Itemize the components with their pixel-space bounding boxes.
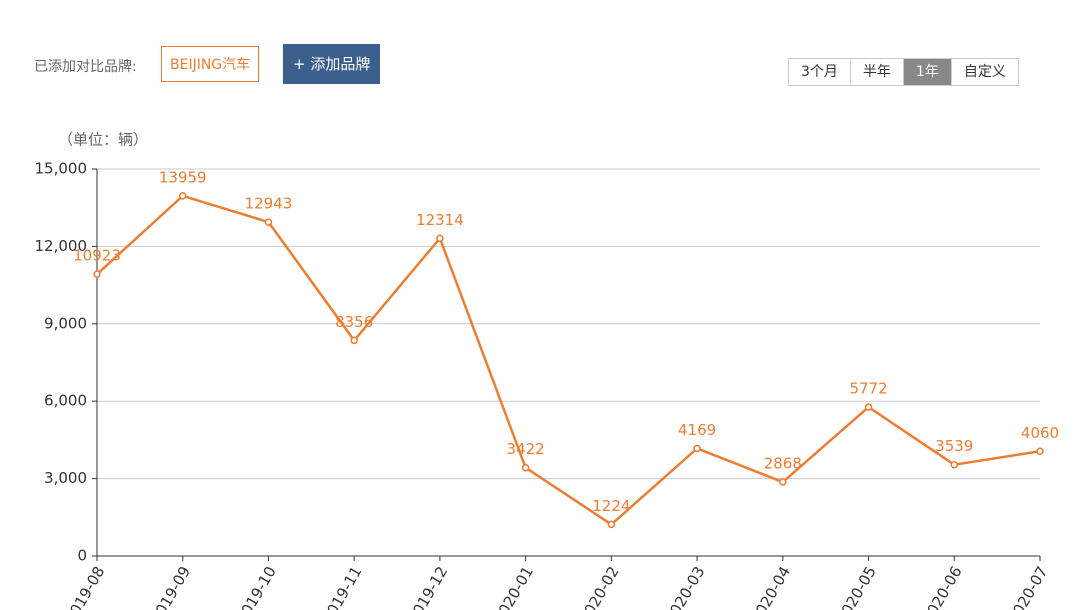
data-label: 3422 xyxy=(507,440,545,458)
data-label: 10923 xyxy=(73,247,121,265)
data-point xyxy=(93,270,101,278)
y-tick-label: 0 xyxy=(77,547,87,565)
x-tick-label: 2020-05 xyxy=(833,563,880,610)
y-axis-label: （单位：辆） xyxy=(58,131,148,149)
x-tick-label: 2020-03 xyxy=(662,563,709,610)
data-point xyxy=(1036,447,1044,456)
data-point xyxy=(264,218,273,226)
series-line xyxy=(96,194,1041,526)
data-label: 5772 xyxy=(849,380,887,398)
x-tick-label: 2020-07 xyxy=(1004,563,1051,610)
data-label: 4169 xyxy=(678,421,716,439)
range-button[interactable]: 3个月 xyxy=(789,59,850,85)
data-label: 2868 xyxy=(764,455,802,473)
brand-tag[interactable]: BEIJING汽车 xyxy=(161,46,260,82)
x-tick-label: 2019-09 xyxy=(147,563,194,610)
x-tick-label: 2019-12 xyxy=(404,563,451,610)
y-tick-label: 9,000 xyxy=(44,314,87,332)
x-tick-label: 2019-10 xyxy=(233,563,280,610)
data-point xyxy=(864,403,873,411)
range-selector: 3个月 半年 1年 自定义 xyxy=(788,58,1019,86)
x-tick-label: 2020-06 xyxy=(919,563,966,610)
data-point xyxy=(950,460,959,469)
data-point xyxy=(436,234,444,243)
data-point xyxy=(521,463,530,472)
data-label: 12314 xyxy=(416,211,464,229)
x-tick-label: 2020-01 xyxy=(490,563,537,610)
y-tick-label: 12,000 xyxy=(35,237,88,255)
y-tick-label: 15,000 xyxy=(35,160,88,178)
data-label: 1224 xyxy=(592,497,630,515)
data-point xyxy=(350,336,358,345)
x-tick-label: 2019-08 xyxy=(61,563,108,610)
data-label: 3539 xyxy=(935,437,973,455)
data-label: 12943 xyxy=(245,195,293,213)
data-label: 4060 xyxy=(1021,424,1059,442)
data-point xyxy=(178,192,187,200)
compare-label: 已添加对比品牌: xyxy=(34,59,137,75)
x-tick-label: 2020-04 xyxy=(747,563,794,610)
range-button[interactable]: 1年 xyxy=(902,59,951,85)
data-label: 8356 xyxy=(335,313,373,331)
data-point xyxy=(693,444,701,453)
data-point xyxy=(779,478,787,486)
x-tick-label: 2020-02 xyxy=(576,563,623,610)
y-tick-label: 6,000 xyxy=(44,392,87,410)
range-button[interactable]: 半年 xyxy=(849,59,903,85)
data-label: 13959 xyxy=(159,168,207,186)
y-tick-label: 3,000 xyxy=(44,469,87,487)
x-tick-label: 2019-11 xyxy=(319,563,366,610)
add-brand-button[interactable]: + 添加品牌 xyxy=(283,44,381,84)
data-point xyxy=(607,520,616,529)
range-button[interactable]: 自定义 xyxy=(950,59,1018,85)
